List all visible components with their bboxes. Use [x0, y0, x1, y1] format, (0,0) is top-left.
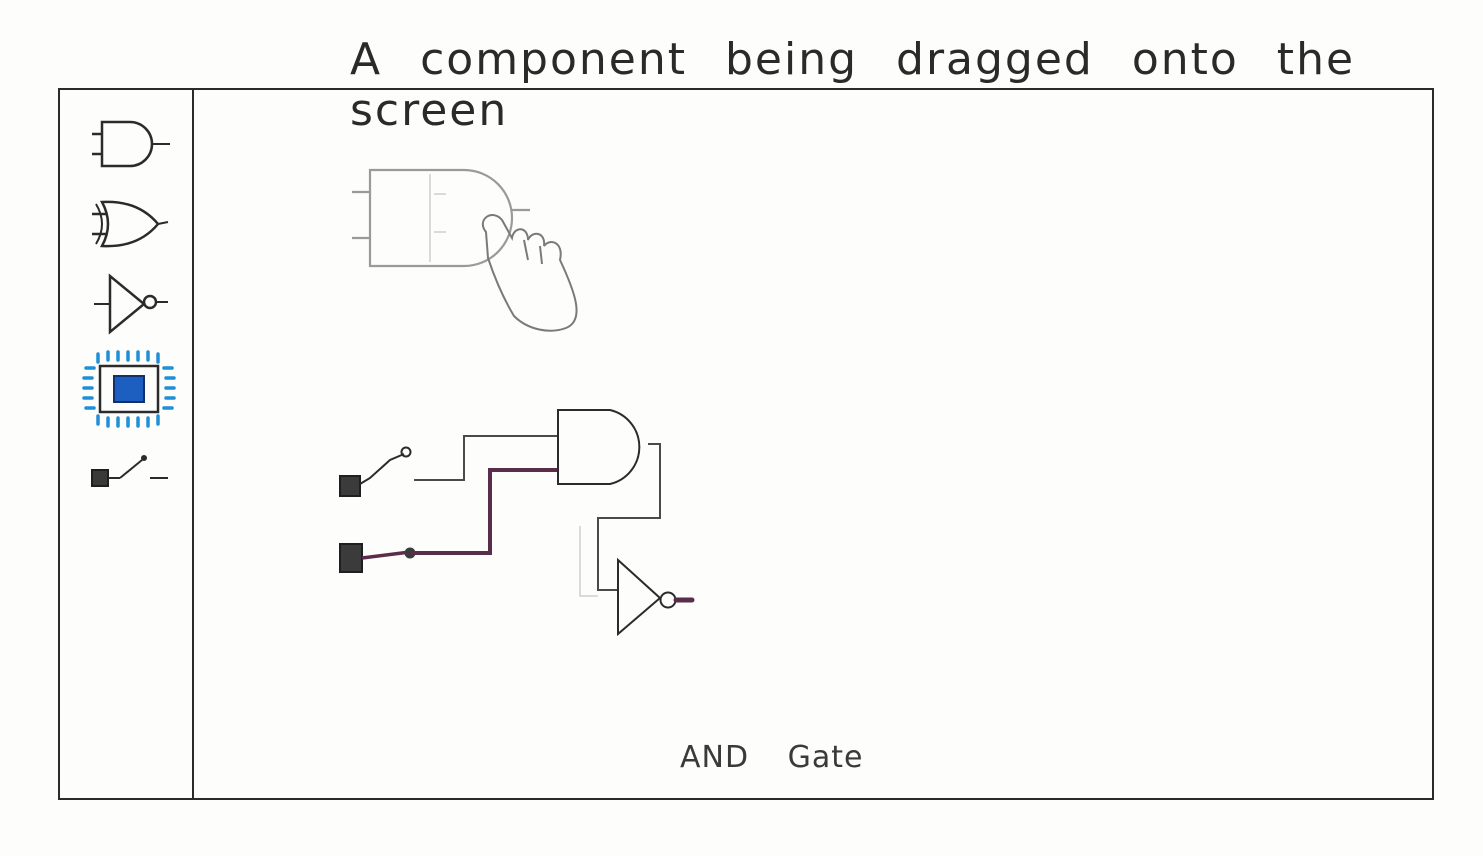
selection-glow: [82, 350, 176, 428]
toolbox-item-led-output[interactable]: [80, 348, 180, 430]
not-gate-icon: [94, 273, 168, 335]
wire-switch2-and-active[interactable]: [410, 468, 558, 555]
wire-and-to-not[interactable]: [597, 443, 661, 591]
switch-1-base: [339, 475, 361, 497]
toolbox-item-not-gate[interactable]: [80, 268, 180, 338]
and-gate-icon: [92, 120, 170, 168]
switch-2-base: [339, 543, 363, 573]
wire-switch1-and[interactable]: [414, 435, 558, 481]
status-component-label: AND Gate: [680, 740, 864, 775]
app-window: AND Gate: [58, 88, 1434, 800]
switch-1-knob: [400, 446, 412, 458]
input-switch-2[interactable]: [339, 543, 416, 573]
component-toolbox: [60, 90, 194, 798]
placed-not-gate[interactable]: [617, 557, 695, 637]
circuit-canvas[interactable]: [194, 90, 1432, 798]
dragged-and-gate-ghost[interactable]: [352, 168, 530, 268]
wire-shadow: [579, 526, 598, 597]
page-caption: A component being dragged onto the scree…: [350, 34, 1356, 136]
canvas-drawing: [339, 168, 695, 637]
toolbox-item-switch-input[interactable]: [80, 440, 180, 510]
led-output-icon: [82, 350, 176, 428]
toolbox-item-or-gate[interactable]: [80, 188, 180, 258]
or-gate-icon: [92, 200, 169, 248]
input-switch-1[interactable]: [339, 446, 412, 497]
switch-input-icon: [91, 455, 168, 487]
drag-hand-cursor-icon: [481, 214, 578, 332]
toolbox-item-and-gate[interactable]: [80, 108, 180, 178]
placed-and-gate[interactable]: [557, 409, 641, 485]
